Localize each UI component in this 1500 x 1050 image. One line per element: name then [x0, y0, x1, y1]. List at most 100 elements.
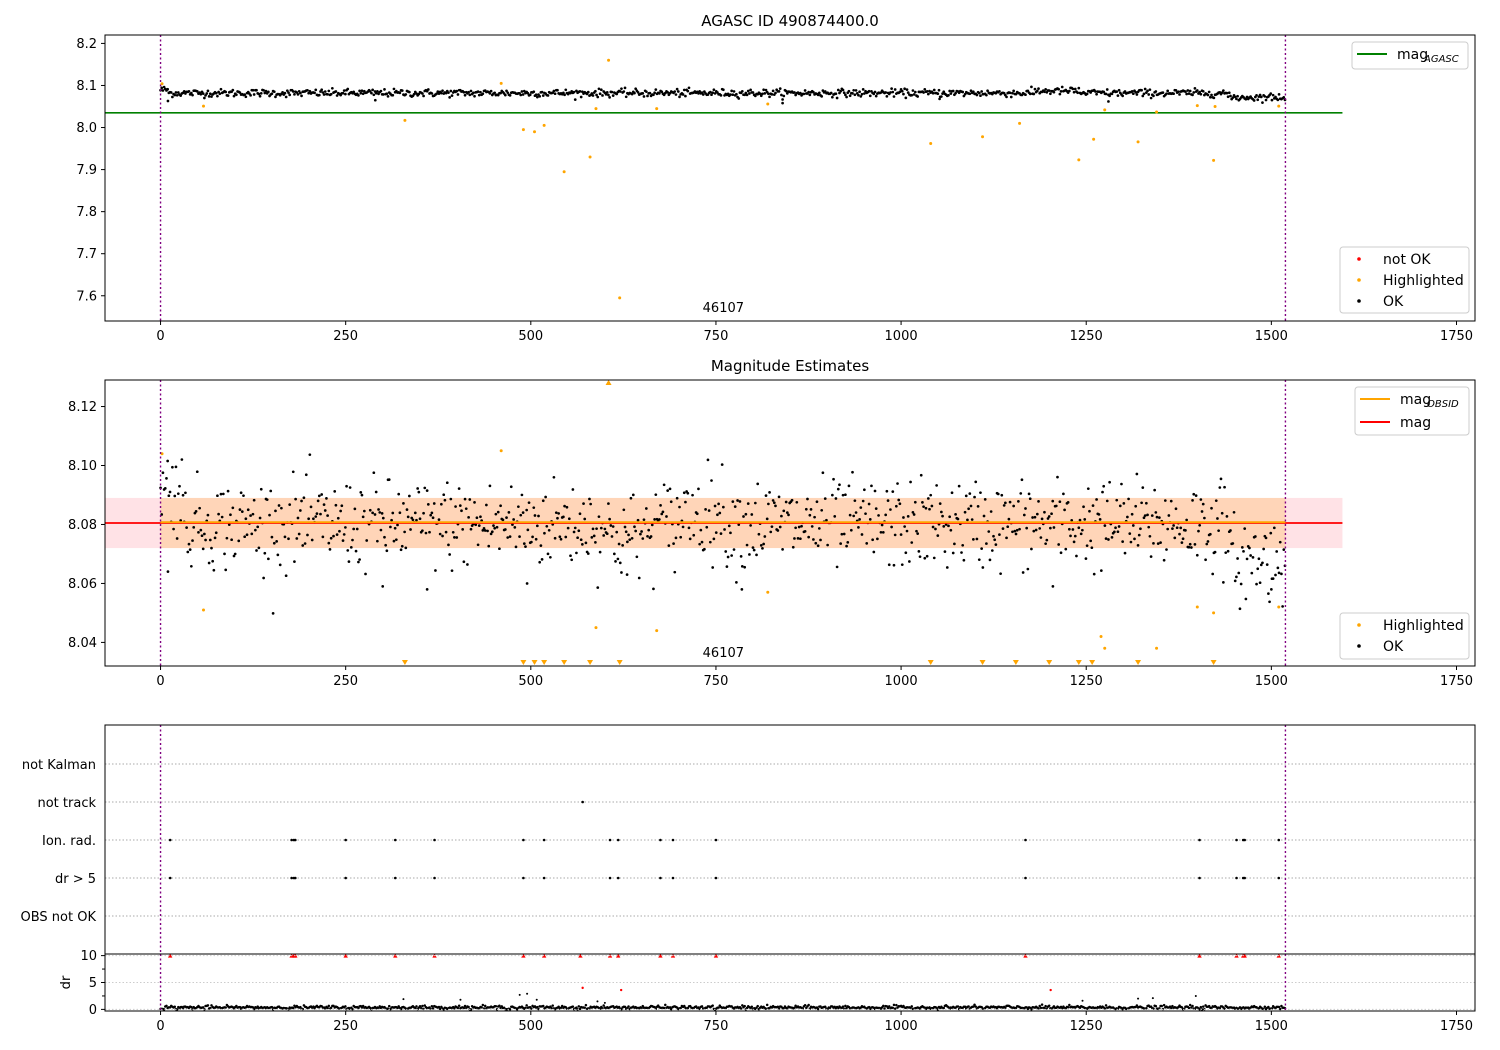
y-tick-label: 10: [80, 949, 97, 964]
ok-point: [968, 492, 972, 495]
ok-point: [911, 510, 915, 514]
dr-point: [1194, 994, 1197, 997]
ok-point: [889, 91, 892, 94]
ok-point: [507, 511, 511, 514]
panel2-ok-series: [159, 453, 1287, 615]
ok-point: [1073, 534, 1077, 538]
flag-point: [168, 838, 172, 842]
dr-point: [739, 1007, 743, 1010]
ok-point: [181, 493, 185, 497]
ok-point: [1258, 93, 1262, 97]
y-tick-label: 8.1: [76, 79, 97, 94]
ok-point: [188, 548, 192, 551]
ok-point: [532, 90, 536, 94]
ok-point: [1264, 536, 1268, 540]
ok-point: [1175, 526, 1179, 530]
ok-point: [287, 537, 290, 541]
ok-point: [371, 511, 374, 515]
ok-point: [412, 92, 416, 96]
ok-point: [834, 497, 838, 500]
highlighted-point: [1155, 110, 1159, 114]
ok-point: [506, 91, 510, 95]
ok-point: [739, 555, 743, 558]
ok-point: [749, 88, 752, 92]
ok-point: [630, 92, 634, 96]
ok-point: [649, 535, 653, 538]
ok-point: [903, 525, 906, 528]
ok-point: [908, 560, 911, 563]
y-tick-label: 8.12: [68, 400, 97, 415]
ok-point: [245, 533, 249, 537]
ok-point: [905, 529, 909, 533]
dr-point: [1004, 1006, 1007, 1009]
ok-point: [430, 92, 434, 95]
ok-point: [378, 511, 382, 514]
ok-point: [1150, 514, 1154, 517]
ok-point: [1006, 525, 1010, 529]
ok-point: [275, 540, 279, 543]
ok-point: [474, 523, 478, 527]
ok-point: [226, 94, 230, 97]
ok-point: [835, 565, 839, 569]
x-axis-2: 0 250 500 750 1000 1250 1500 1750: [156, 666, 1473, 689]
ok-point: [457, 487, 461, 490]
y-tick-label: 7.8: [76, 205, 97, 220]
ok-point: [831, 95, 834, 99]
ok-point: [738, 500, 742, 503]
ok-point: [325, 497, 328, 500]
dr-point: [1151, 997, 1154, 1000]
ok-point: [487, 544, 491, 548]
dr-point: [402, 998, 405, 1001]
dr-point: [1201, 1005, 1205, 1008]
ok-point: [1166, 527, 1170, 531]
ok-point: [1083, 518, 1087, 521]
ok-point: [877, 514, 880, 517]
ok-point: [413, 511, 417, 515]
dr-point: [893, 1007, 897, 1010]
ok-point: [423, 486, 427, 490]
ok-point: [485, 503, 488, 507]
ok-point: [448, 96, 451, 99]
ok-point: [844, 93, 847, 97]
ok-point: [371, 88, 374, 92]
ok-point: [319, 512, 322, 516]
ok-point: [1267, 592, 1270, 595]
ok-point: [1172, 92, 1175, 96]
ok-point: [1231, 542, 1235, 545]
ok-point: [666, 91, 670, 94]
ok-point: [458, 504, 462, 507]
ok-point: [1072, 90, 1076, 94]
ok-point: [262, 576, 265, 580]
ok-point: [1256, 567, 1260, 571]
ok-point: [620, 571, 623, 574]
y-tick-label: 8.06: [68, 577, 97, 592]
ok-point: [476, 543, 480, 547]
ok-point: [297, 532, 301, 536]
dr-point: [560, 1004, 564, 1008]
ok-point: [357, 560, 360, 564]
highlighted-point: [1277, 605, 1281, 609]
dr-point: [1200, 1008, 1204, 1011]
ok-point: [951, 551, 955, 555]
ok-point: [320, 88, 324, 92]
dr-point: [550, 1006, 553, 1010]
highlighted-point: [1195, 104, 1199, 108]
ok-point: [471, 91, 475, 95]
ok-point: [189, 91, 193, 95]
ok-point: [496, 510, 500, 514]
ok-point: [1140, 501, 1143, 505]
ok-point: [323, 90, 327, 93]
ok-point: [618, 90, 622, 93]
ok-point: [381, 93, 385, 96]
ok-point: [1232, 510, 1236, 514]
ok-point: [1254, 535, 1257, 538]
ok-point: [1103, 524, 1107, 527]
dr-point: [973, 1003, 976, 1006]
ok-point: [168, 490, 172, 494]
ok-point: [957, 484, 961, 488]
ok-point: [404, 546, 408, 550]
ok-point: [633, 91, 636, 95]
ok-point: [708, 90, 712, 94]
ok-point: [1049, 92, 1052, 96]
ok-point: [588, 497, 591, 501]
